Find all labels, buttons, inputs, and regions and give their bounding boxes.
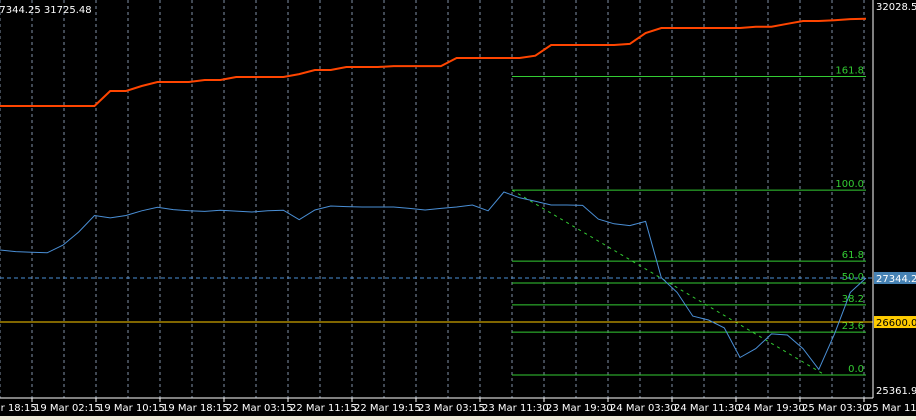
price-axis[interactable]: 27344.25 26600.00 32028.5 25361.99 bbox=[874, 2, 916, 397]
x-tick-label: 25 Mar 11:30 bbox=[866, 403, 916, 414]
fibo-level-label: 38.2 bbox=[842, 294, 864, 305]
x-tick-label: 23 Mar 11:30 bbox=[482, 403, 549, 414]
fibo-level-label: 50.0 bbox=[842, 272, 864, 283]
fibo-level-label: 161.8 bbox=[835, 65, 864, 76]
bid-price-tag bbox=[874, 271, 916, 284]
x-tick-label: 22 Mar 19:15 bbox=[354, 403, 421, 414]
x-tick-label: 24 Mar 03:30 bbox=[610, 403, 677, 414]
grid bbox=[0, 0, 865, 398]
status-bar bbox=[0, 416, 916, 420]
fibo-level-label: 0.0 bbox=[848, 364, 864, 375]
price-tag-label: 27344.25 bbox=[876, 274, 916, 285]
indicator-line bbox=[0, 17, 867, 107]
fibo-trend-line[interactable] bbox=[511, 189, 826, 376]
x-tick-label: 19 Mar 18:15 bbox=[162, 403, 229, 414]
x-tick-label: 23 Mar 19:30 bbox=[546, 403, 613, 414]
y-tick-label: 25361.99 bbox=[876, 386, 916, 397]
x-tick-label: 24 Mar 19:30 bbox=[738, 403, 805, 414]
fibonacci-retracement[interactable]: 161.8 100.0 61.8 50.0 38.2 23.6 0.0 bbox=[511, 65, 866, 376]
x-tick-label: 24 Mar 11:30 bbox=[674, 403, 741, 414]
fibo-level-label: 61.8 bbox=[842, 250, 864, 261]
horizontal-lines[interactable] bbox=[0, 277, 873, 323]
x-tick-label: 23 Mar 03:15 bbox=[418, 403, 485, 414]
x-tick-label: 19 Mar 02:15 bbox=[34, 403, 101, 414]
x-tick-label: 18 Mar 18:15 bbox=[0, 403, 37, 414]
x-tick-label: 22 Mar 03:15 bbox=[226, 403, 293, 414]
fibo-level-label: 100.0 bbox=[835, 179, 864, 190]
y-tick-label: 32028.5 bbox=[876, 2, 916, 13]
info-text: 27344.25 31725.48 bbox=[0, 5, 92, 16]
x-tick-label: 22 Mar 11:15 bbox=[290, 403, 357, 414]
fibo-level-label: 23.6 bbox=[842, 321, 864, 332]
price-line bbox=[0, 191, 867, 371]
price-tag-label: 26600.00 bbox=[876, 318, 916, 329]
level-price-tag bbox=[874, 316, 916, 329]
x-tick-label: 25 Mar 03:30 bbox=[802, 403, 869, 414]
x-tick-label: 19 Mar 10:15 bbox=[98, 403, 165, 414]
